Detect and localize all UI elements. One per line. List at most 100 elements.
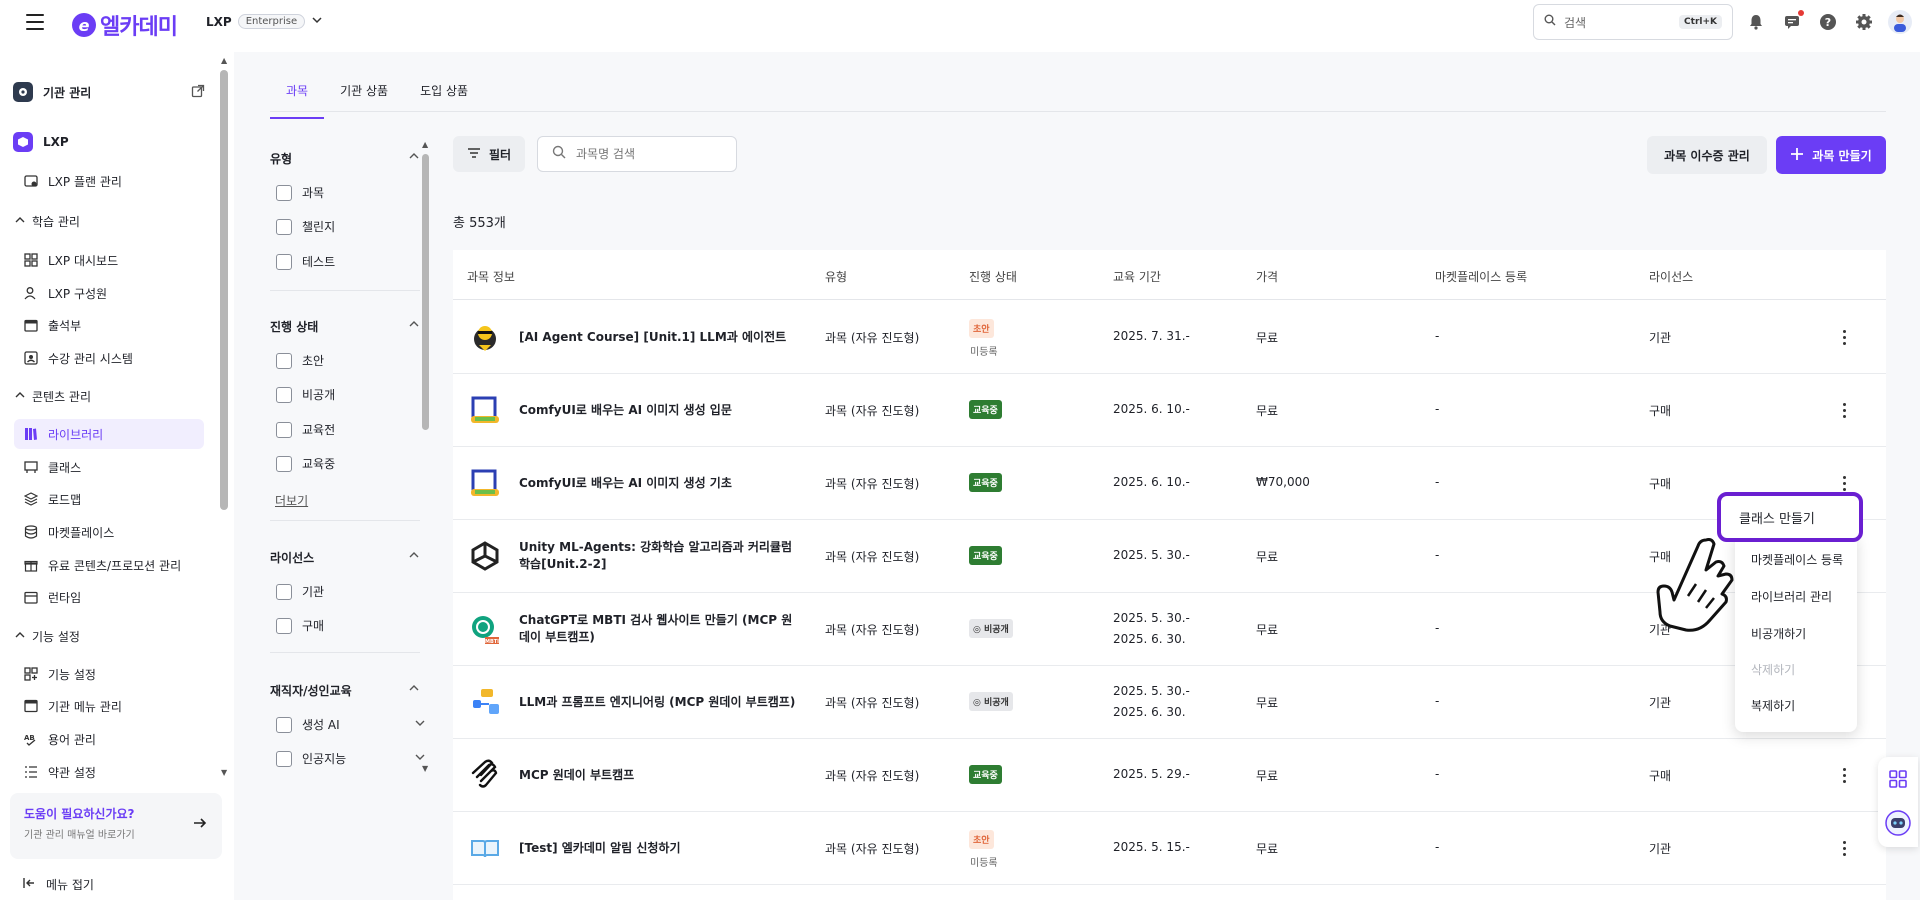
filter-option-ai[interactable]: 인공지능 — [276, 750, 426, 767]
checkbox[interactable] — [276, 583, 292, 600]
filter-type-header[interactable]: 유형 — [270, 150, 420, 167]
filter-option-challenge[interactable]: 챌린지 — [276, 218, 335, 235]
sidebar-section-settings[interactable]: 기능 설정 — [14, 628, 80, 645]
sidebar-lxp[interactable]: LXP — [13, 130, 203, 154]
filter-scroll-thumb[interactable] — [422, 154, 429, 430]
sidebar-section-content[interactable]: 콘텐츠 관리 — [14, 388, 91, 405]
menu-item-duplicate[interactable]: 복제하기 — [1751, 699, 1796, 713]
tab-course[interactable]: 과목 — [270, 74, 325, 119]
bell-icon[interactable] — [1744, 10, 1768, 34]
sidebar-section-learning[interactable]: 학습 관리 — [14, 213, 80, 230]
sidebar-item-lxp-members[interactable]: LXP 구성원 — [14, 278, 204, 308]
sidebar-item-paid-content[interactable]: 유료 콘텐츠/프로모션 관리 — [14, 550, 204, 580]
filter-option-ongoing[interactable]: 교육중 — [276, 455, 335, 472]
sidebar-org[interactable]: 기관 관리 — [13, 80, 205, 104]
filter-option-before[interactable]: 교육전 — [276, 421, 335, 438]
table-row[interactable]: ComfyUI로 배우는 AI 이미지 생성 기초 과목 (자유 진도형) 교육… — [453, 447, 1886, 520]
filter-category-header[interactable]: 재직자/성인교육 — [270, 682, 420, 699]
course-search-input[interactable] — [576, 147, 716, 161]
table-row[interactable]: [AI Agent Course] [Unit.1] LLM과 에이전트 과목 … — [453, 301, 1886, 374]
course-title[interactable]: [Test] 엘카데미 알림 신청하기 — [519, 841, 681, 855]
more-vertical-icon[interactable] — [1837, 763, 1851, 787]
filter-option-draft[interactable]: 초안 — [276, 352, 324, 369]
sidebar-item-roadmap[interactable]: 로드맵 — [14, 484, 204, 514]
checkbox[interactable] — [276, 218, 292, 235]
more-vertical-icon[interactable] — [1837, 398, 1851, 422]
menu-item-create-class[interactable]: 클래스 만들기 — [1717, 492, 1863, 542]
chevron-down-icon[interactable] — [414, 717, 426, 732]
checkbox[interactable] — [276, 253, 292, 270]
sidebar-item-terms[interactable]: AB 용어 관리 — [14, 724, 204, 754]
menu-item-marketplace-register[interactable]: 마켓플레이스 등록 — [1751, 553, 1844, 567]
avatar[interactable] — [1888, 10, 1912, 34]
sidebar-item-policy[interactable]: 약관 설정 — [14, 757, 204, 787]
more-vertical-icon[interactable] — [1837, 836, 1851, 860]
collapse-menu-button[interactable]: 메뉴 접기 — [22, 876, 94, 893]
sidebar-item-lxp-dashboard[interactable]: LXP 대시보드 — [14, 245, 204, 275]
menu-item-library-manage[interactable]: 라이브러리 관리 — [1751, 590, 1833, 604]
checkbox[interactable] — [276, 421, 292, 438]
checkbox[interactable] — [276, 750, 292, 767]
table-row[interactable]: MBTI ChatGPT로 MBTI 검사 웹사이트 만들기 (MCP 원데이 … — [453, 593, 1886, 666]
apps-grid-icon[interactable] — [1882, 763, 1914, 795]
cert-manage-button[interactable]: 과목 이수증 관리 — [1647, 136, 1767, 174]
filter-option-gen-ai[interactable]: 생성 AI — [276, 716, 426, 733]
table-row[interactable]: ComfyUI로 배우는 AI 이미지 생성 입문 과목 (자유 진도형) 교육… — [453, 374, 1886, 447]
filter-option-test[interactable]: 테스트 — [276, 253, 335, 270]
table-row[interactable]: MCP 원데이 부트캠프 과목 (자유 진도형) 교육중 2025. 5. 29… — [453, 739, 1886, 812]
tab-adopted-products[interactable]: 도입 상품 — [420, 84, 469, 98]
scroll-up-icon[interactable]: ▲ — [422, 140, 429, 149]
checkbox[interactable] — [276, 716, 292, 733]
scroll-up-icon[interactable]: ▲ — [221, 56, 228, 65]
filter-more-link[interactable]: 더보기 — [275, 494, 309, 508]
help-manual-link[interactable]: 도움이 필요하신가요? 기관 관리 매뉴얼 바로가기 — [10, 793, 222, 859]
course-search[interactable] — [537, 136, 737, 172]
filter-license-header[interactable]: 라이선스 — [270, 549, 420, 566]
filter-option-private[interactable]: 비공개 — [276, 386, 335, 403]
filter-scrollbar[interactable]: ▲ ▼ — [421, 140, 429, 776]
sidebar-item-marketplace[interactable]: 마켓플레이스 — [14, 517, 204, 547]
sidebar-item-class[interactable]: 클래스 — [14, 452, 204, 482]
sidebar-item-org-menu[interactable]: 기관 메뉴 관리 — [14, 691, 204, 721]
checkbox[interactable] — [276, 184, 292, 201]
tab-org-products[interactable]: 기관 상품 — [340, 84, 389, 98]
sidebar-scrollbar[interactable]: ▲ ▼ — [220, 56, 228, 778]
filter-option-purchase[interactable]: 구매 — [276, 617, 324, 634]
sidebar-item-lms[interactable]: 수강 관리 시스템 — [14, 343, 204, 373]
course-title[interactable]: ChatGPT로 MBTI 검사 웹사이트 만들기 (MCP 원데이 부트캠프) — [519, 613, 793, 644]
table-row[interactable]: LLM과 프롬프트 엔지니어링 (MCP 원데이 부트캠프) 과목 (자유 진도… — [453, 666, 1886, 739]
help-icon[interactable]: ? — [1816, 10, 1840, 34]
checkbox[interactable] — [276, 455, 292, 472]
chatbot-icon[interactable] — [1882, 807, 1914, 839]
filter-button[interactable]: 필터 — [453, 136, 525, 172]
gear-icon[interactable] — [1852, 10, 1876, 34]
course-title[interactable]: ComfyUI로 배우는 AI 이미지 생성 입문 — [519, 403, 732, 417]
sidebar-scroll-thumb[interactable] — [220, 70, 228, 510]
course-title[interactable]: MCP 원데이 부트캠프 — [519, 768, 635, 782]
course-title[interactable]: [AI Agent Course] [Unit.1] LLM과 에이전트 — [519, 330, 787, 344]
menu-item-make-private[interactable]: 비공개하기 — [1751, 627, 1807, 641]
logo[interactable]: e 엘카데미 — [72, 9, 178, 41]
external-link-icon[interactable] — [191, 84, 205, 101]
filter-status-header[interactable]: 진행 상태 — [270, 318, 420, 335]
more-vertical-icon[interactable] — [1837, 325, 1851, 349]
checkbox[interactable] — [276, 386, 292, 403]
course-title[interactable]: Unity ML-Agents: 강화학습 알고리즘과 커리큘럼 학습[Unit… — [519, 540, 792, 571]
table-row[interactable]: Unity ML-Agents: 강화학습 알고리즘과 커리큘럼 학습[Unit… — [453, 520, 1886, 593]
sidebar-item-feature-settings[interactable]: 기능 설정 — [14, 659, 204, 689]
create-course-button[interactable]: 과목 만들기 — [1776, 136, 1886, 174]
product-switcher[interactable]: LXP Enterprise — [206, 14, 323, 29]
chevron-down-icon[interactable] — [414, 751, 426, 766]
more-vertical-icon[interactable] — [1837, 471, 1851, 495]
sidebar-item-runtime[interactable]: 런타임 — [14, 582, 204, 612]
scroll-down-icon[interactable]: ▼ — [221, 768, 228, 777]
checkbox[interactable] — [276, 617, 292, 634]
filter-option-course[interactable]: 과목 — [276, 184, 324, 201]
checkbox[interactable] — [276, 352, 292, 369]
message-icon[interactable] — [1780, 10, 1804, 34]
menu-icon[interactable] — [26, 14, 44, 30]
sidebar-item-lxp-plan[interactable]: LXP 플랜 관리 — [14, 166, 204, 196]
scroll-down-icon[interactable]: ▼ — [422, 764, 429, 773]
filter-option-org[interactable]: 기관 — [276, 583, 324, 600]
course-title[interactable]: LLM과 프롬프트 엔지니어링 (MCP 원데이 부트캠프) — [519, 695, 796, 709]
